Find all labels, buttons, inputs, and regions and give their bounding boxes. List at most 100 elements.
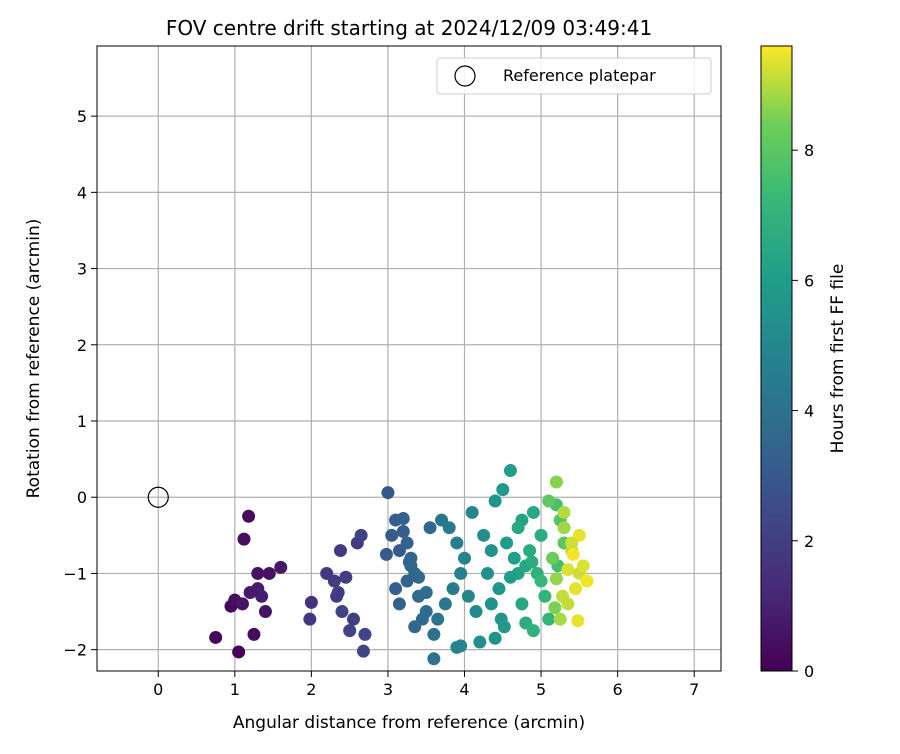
y-tick-label: 2	[77, 336, 87, 355]
data-point	[497, 620, 511, 634]
y-tick-label: 0	[77, 488, 87, 507]
legend-label: Reference platepar	[503, 66, 656, 85]
data-point	[465, 505, 479, 519]
data-point	[458, 551, 472, 565]
data-point	[438, 597, 452, 611]
data-point	[500, 536, 514, 550]
colorbar-tick-label: 2	[804, 532, 814, 551]
data-point	[431, 612, 445, 626]
data-point	[442, 521, 456, 535]
data-point	[515, 597, 529, 611]
data-point	[209, 630, 223, 644]
reference-point	[147, 486, 169, 508]
data-point	[526, 624, 540, 638]
data-point	[488, 494, 502, 508]
data-point	[484, 544, 498, 558]
data-point	[569, 582, 583, 596]
data-point	[396, 512, 410, 526]
data-point	[492, 582, 506, 596]
data-point	[427, 627, 441, 641]
data-point	[525, 555, 539, 569]
grid-lines	[97, 46, 721, 671]
data-point	[274, 560, 288, 574]
data-point	[565, 536, 579, 550]
colorbar-gradient	[760, 45, 793, 672]
data-point	[392, 597, 406, 611]
data-point	[526, 505, 540, 519]
data-point	[356, 644, 370, 658]
data-point	[412, 570, 426, 584]
x-tick-label: 1	[230, 680, 240, 699]
data-point	[335, 605, 349, 619]
data-point	[446, 582, 460, 596]
data-point	[566, 547, 580, 561]
data-point	[242, 509, 256, 523]
data-point	[333, 544, 347, 558]
legend: Reference platepar	[436, 57, 712, 95]
data-point	[327, 574, 341, 588]
data-points	[147, 464, 594, 666]
x-tick-label: 6	[613, 680, 623, 699]
data-point	[304, 595, 318, 609]
y-tick-label: −1	[63, 564, 87, 583]
colorbar-tick-label: 0	[804, 662, 814, 681]
data-point	[580, 574, 594, 588]
data-point	[576, 559, 590, 573]
colorbar-label: Hours from first FF file	[828, 264, 848, 454]
x-tick-label: 2	[306, 680, 316, 699]
data-point	[427, 652, 441, 666]
data-point	[343, 624, 357, 638]
data-point	[392, 544, 406, 558]
data-point	[549, 475, 563, 489]
colorbar: 0 2 4 6 8 Hours from first FF file	[760, 45, 848, 681]
data-point	[251, 566, 265, 580]
data-point	[561, 563, 575, 577]
x-tick-label: 7	[689, 680, 699, 699]
data-point	[542, 612, 556, 626]
data-point	[503, 464, 517, 478]
data-point	[454, 639, 468, 653]
data-point	[381, 486, 395, 500]
x-tick-label: 4	[459, 680, 469, 699]
data-point	[330, 589, 344, 603]
x-tick-label: 3	[383, 680, 393, 699]
data-point	[408, 620, 422, 634]
data-point	[548, 601, 562, 615]
y-axis-label: Rotation from reference (arcmin)	[24, 219, 44, 499]
data-point	[557, 505, 571, 519]
data-point	[402, 555, 416, 569]
data-point	[243, 585, 257, 599]
data-point	[303, 612, 317, 626]
data-point	[571, 614, 585, 628]
data-point	[546, 551, 560, 565]
data-point	[235, 597, 249, 611]
data-point	[534, 574, 548, 588]
colorbar-tick-label: 8	[804, 141, 814, 160]
data-point	[262, 566, 276, 580]
y-axis: −2 −1 0 1 2 3 4 5	[63, 107, 97, 660]
colorbar-tick-label: 6	[804, 271, 814, 290]
data-point	[484, 597, 498, 611]
data-point	[237, 532, 251, 546]
y-tick-label: 4	[77, 183, 87, 202]
y-tick-label: −2	[63, 641, 87, 660]
data-point	[454, 566, 468, 580]
y-tick-label: 3	[77, 260, 87, 279]
plot-frame	[96, 45, 722, 672]
y-tick-label: 5	[77, 107, 87, 126]
data-point	[450, 536, 464, 550]
legend-box	[436, 57, 712, 95]
data-point	[358, 627, 372, 641]
data-point	[553, 612, 567, 626]
chart-title: FOV centre drift starting at 2024/12/09 …	[166, 16, 652, 40]
data-point	[354, 528, 368, 542]
data-point	[473, 635, 487, 649]
data-point	[469, 605, 483, 619]
data-point	[511, 521, 525, 535]
data-point	[534, 528, 548, 542]
data-point	[400, 574, 414, 588]
data-point	[488, 631, 502, 645]
x-tick-label: 0	[153, 680, 163, 699]
legend-marker	[454, 65, 476, 87]
